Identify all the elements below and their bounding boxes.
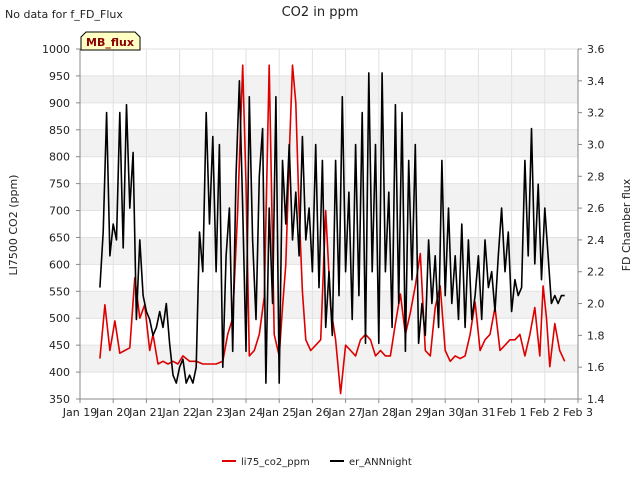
axes	[79, 49, 579, 400]
tick-label-right: 1.4	[587, 393, 605, 406]
tick-label-left: 700	[49, 205, 70, 218]
tick-label-x: Jan 23	[195, 406, 230, 419]
tick-label-right: 2.0	[587, 298, 605, 311]
tick-label-right: 2.2	[587, 266, 605, 279]
grid-band	[80, 129, 578, 157]
tick-label-left: 600	[49, 258, 70, 271]
tick-label-right: 3.6	[587, 43, 605, 56]
tick-label-right: 2.4	[587, 234, 605, 247]
grid-band	[80, 291, 578, 319]
badge-shape	[80, 31, 141, 51]
tick-label-left: 650	[49, 231, 70, 244]
gridlines	[79, 48, 579, 400]
series-line-er_ANNnight	[99, 72, 565, 384]
y-axis-right-label: FD Chamber flux	[620, 178, 633, 271]
tick-label-left: 550	[49, 285, 70, 298]
tick-label-right: 1.6	[587, 361, 605, 374]
grid-band	[80, 75, 578, 103]
tick-label-left: 500	[49, 312, 70, 325]
tick-label-x: Feb 2	[530, 406, 560, 419]
badge-label: MB_flux	[86, 36, 134, 49]
right-axis-ticks: 1.4 1.6 1.8 2.0 2.2 2.4 2.6 2.8 3.0 3.2 3.4 3.6	[578, 43, 605, 406]
chart-title: CO2 in ppm	[282, 5, 359, 20]
left-axis-ticks: 350 400 450 500 550 600 650 700 750 800 850 900 950 1…	[42, 43, 80, 406]
tick-label-x: Jan 27	[327, 406, 362, 419]
tick-label-right: 3.4	[587, 75, 605, 88]
tick-label-right: 3.2	[587, 107, 605, 120]
mb-flux-badge: MB_flux	[80, 31, 141, 51]
tick-label-left: 850	[49, 124, 70, 137]
tick-label-right: 3.0	[587, 138, 605, 151]
tick-label-x: Jan 21	[128, 406, 163, 419]
grid-band	[80, 183, 578, 211]
tick-label-x: Jan 30	[427, 406, 462, 419]
tick-label-left: 800	[49, 151, 70, 164]
legend-label-li75: li75_co2_ppm	[241, 457, 310, 468]
tick-label-left: 900	[49, 97, 70, 110]
tick-label-right: 1.8	[587, 329, 605, 342]
legend-label-ann: er_ANNnight	[349, 457, 412, 468]
tick-label-x: Jan 26	[294, 406, 329, 419]
tick-label-x: Jan 28	[361, 406, 396, 419]
legend: li75_co2_ppm er_ANNnight	[222, 457, 412, 468]
tick-label-x: Jan 22	[161, 406, 196, 419]
series-lines	[99, 64, 566, 395]
tick-label-left: 750	[49, 178, 70, 191]
tick-label-x: Feb 3	[563, 406, 593, 419]
tick-label-x: Jan 25	[261, 406, 296, 419]
y-axis-left-label: LI7500 CO2 (ppm)	[7, 175, 20, 276]
tick-label-x: Jan 24	[228, 406, 263, 419]
tick-label-left: 450	[49, 339, 70, 352]
background-bands	[80, 75, 578, 373]
tick-label-left: 950	[49, 70, 70, 83]
tick-label-x: Jan 31	[460, 406, 495, 419]
tick-label-left: 350	[49, 393, 70, 406]
tick-label-left: 400	[49, 366, 70, 379]
tick-label-x: Feb 1	[497, 406, 527, 419]
tick-label-right: 2.8	[587, 170, 605, 183]
tick-label-x: Jan 19	[62, 406, 97, 419]
no-data-note: No data for f_FD_Flux	[5, 8, 123, 21]
tick-label-x: Jan 29	[394, 406, 429, 419]
tick-label-x: Jan 20	[95, 406, 130, 419]
tick-label-left: 1000	[42, 43, 70, 56]
grid-band	[80, 345, 578, 373]
tick-label-right: 2.6	[587, 202, 605, 215]
